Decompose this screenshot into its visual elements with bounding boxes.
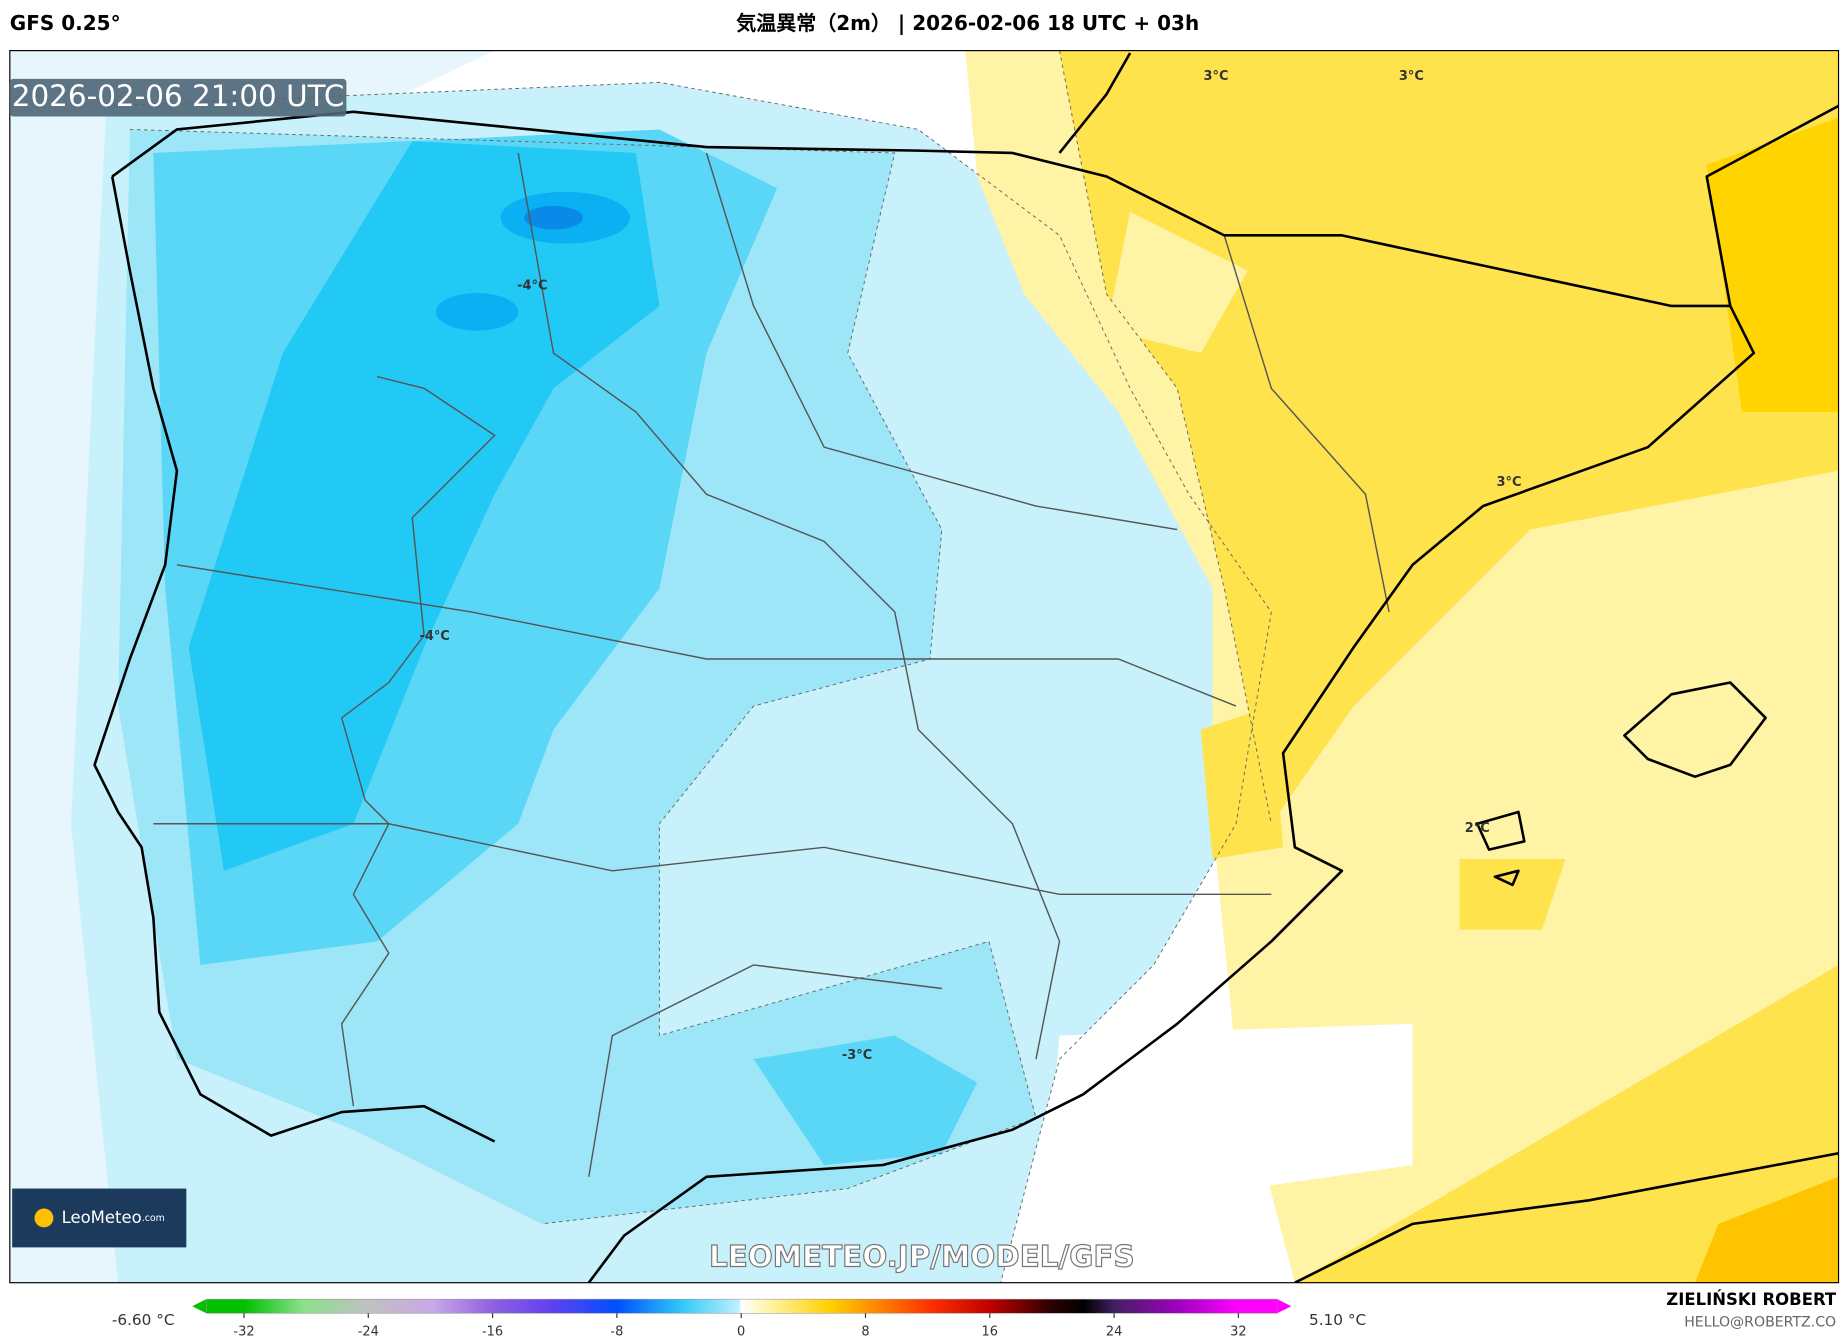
map-part xyxy=(1623,681,1767,778)
map-part xyxy=(153,823,1272,896)
map-title: 気温異常（2m） | 2026-02-06 18 UTC + 03h xyxy=(736,11,1199,35)
colorbar-tick-label: -32 xyxy=(233,1325,254,1338)
contour-label: 3°C xyxy=(1204,69,1229,84)
map-part xyxy=(524,205,583,230)
colorbar-tick-label: 32 xyxy=(1230,1325,1246,1338)
model-name: GFS 0.25° xyxy=(10,11,121,35)
map-part xyxy=(435,293,519,331)
colorbar-tick-label: -24 xyxy=(358,1325,379,1338)
map-part xyxy=(1058,52,1132,154)
map-part xyxy=(1493,869,1520,887)
map-part xyxy=(1705,104,1839,307)
map-part xyxy=(176,564,1237,707)
map-part xyxy=(1694,1176,1839,1283)
map-part xyxy=(340,375,496,1107)
map-part xyxy=(705,152,1178,531)
email: HELLO@ROBERTZ.CO xyxy=(1684,1315,1836,1331)
logo-sun xyxy=(34,1208,54,1228)
map-part xyxy=(588,964,942,1177)
contour-label: -3°C xyxy=(842,1048,872,1063)
map-part xyxy=(1459,859,1566,930)
colorbar-tick-label: 8 xyxy=(861,1325,869,1338)
logo-text: LeoMeteo.com xyxy=(62,1207,165,1226)
map-part xyxy=(1200,706,1284,860)
colorbar-min: -6.60 °C xyxy=(112,1311,175,1329)
contour-labels: 3°C 3°C -4°C -4°C 3°C 2°C -3°C xyxy=(419,69,1521,1063)
colorbar-tick-label: -8 xyxy=(610,1325,623,1338)
colorbar-max: 5.10 °C xyxy=(1309,1311,1366,1329)
colorbar-part xyxy=(206,1298,1278,1314)
map-part xyxy=(111,110,1756,1283)
map-frame xyxy=(9,50,1840,1284)
watermark: LEOMETEO.JP/MODEL/GFS xyxy=(709,1239,1135,1273)
colorbar-tick-label: 0 xyxy=(737,1325,745,1338)
colorbar-tick-label: 24 xyxy=(1106,1325,1122,1338)
map-part xyxy=(1223,235,1390,613)
map-part xyxy=(106,81,1272,1283)
map-part xyxy=(753,1035,978,1166)
map-part xyxy=(93,176,496,1143)
author: ZIELIŃSKI ROBERT xyxy=(1666,1290,1837,1309)
map-part xyxy=(1106,211,1248,354)
contour-label: -4°C xyxy=(419,629,449,644)
contour-label: -4°C xyxy=(517,278,547,293)
contour-label: 2°C xyxy=(1465,821,1490,836)
map-part xyxy=(1475,810,1526,851)
colorbar-tick-label: -16 xyxy=(482,1325,503,1338)
colorbar-tick-label: 16 xyxy=(982,1325,998,1338)
colorbar-part xyxy=(192,1299,207,1314)
colorbar-part xyxy=(1277,1299,1292,1314)
timestamp-box xyxy=(9,78,347,117)
contour-label: 3°C xyxy=(1497,475,1522,490)
colorbar: -6.60 °C 5.10 °C -32 -24 -16 -8 0 8 16 24 32 xyxy=(112,1298,1366,1338)
map-part xyxy=(1294,1151,1839,1283)
contour-label: 3°C xyxy=(1399,69,1424,84)
timestamp: 2026-02-06 21:00 UTC xyxy=(12,79,345,113)
map-part xyxy=(1059,50,1839,824)
map-part xyxy=(1706,117,1839,412)
map-part xyxy=(517,152,1061,1060)
logo-suffix: .com xyxy=(142,1212,165,1223)
map xyxy=(9,50,1839,1283)
logo-name: LeoMeteo xyxy=(62,1207,142,1226)
map-part xyxy=(1059,50,1272,824)
map-part xyxy=(1035,1023,1413,1283)
